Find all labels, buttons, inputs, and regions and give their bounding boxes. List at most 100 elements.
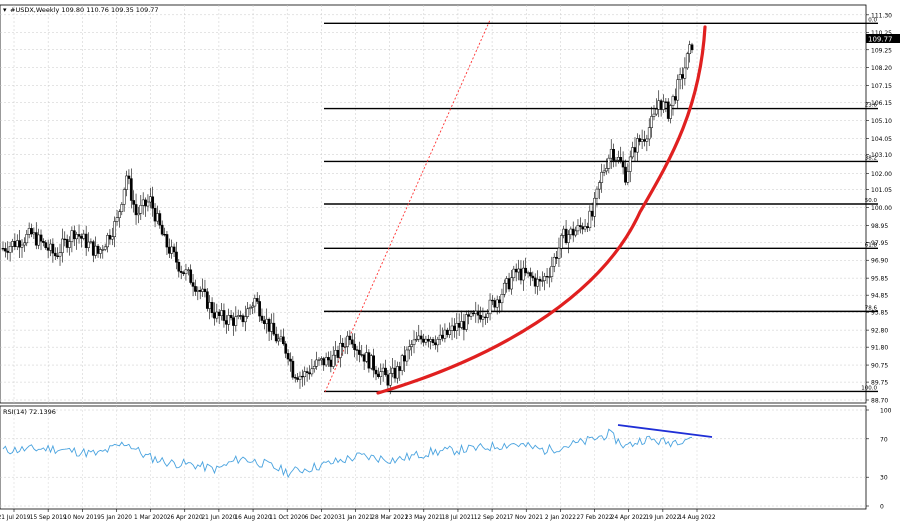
bull-candle bbox=[248, 307, 252, 310]
bull-candle bbox=[448, 330, 452, 335]
bear-candle bbox=[272, 322, 276, 335]
fib-level-label: 61.8 bbox=[865, 242, 878, 248]
bull-candle bbox=[115, 217, 119, 222]
date-tick-label: 19 Jun 2022 bbox=[645, 515, 680, 521]
bear-candle bbox=[664, 101, 668, 103]
bull-candle bbox=[317, 359, 321, 361]
fib-level-label: 50.0 bbox=[865, 198, 878, 204]
bull-candle bbox=[236, 315, 240, 317]
bear-candle bbox=[229, 315, 233, 319]
bull-candle bbox=[113, 221, 117, 237]
price-tick-label: 91.80 bbox=[871, 345, 888, 352]
date-tick-label: 6 Dec 2020 bbox=[305, 515, 339, 521]
bull-candle bbox=[251, 305, 254, 308]
bull-candle bbox=[49, 243, 52, 251]
candlestick-series bbox=[1, 40, 694, 395]
bull-candle bbox=[645, 138, 649, 142]
bull-candle bbox=[602, 170, 606, 173]
bull-candle bbox=[557, 247, 561, 259]
date-tick-label: 28 Mar 2021 bbox=[371, 515, 408, 521]
bull-candle bbox=[27, 228, 31, 235]
bull-candle bbox=[676, 79, 680, 101]
bear-candle bbox=[284, 343, 288, 354]
bull-candle bbox=[32, 232, 36, 235]
bear-candle bbox=[172, 246, 176, 253]
bull-candle bbox=[593, 197, 596, 217]
bear-candle bbox=[127, 175, 131, 179]
bear-candle bbox=[329, 359, 333, 367]
bull-candle bbox=[11, 241, 14, 247]
bull-candle bbox=[424, 338, 428, 343]
date-tick-label: 26 Apr 2020 bbox=[167, 515, 203, 521]
bull-candle bbox=[671, 96, 675, 106]
fibonacci-retracement[interactable]: 0.0 23.6 38.2 50.0 61.8 78.6 100.0 bbox=[324, 17, 878, 393]
bear-candle bbox=[1, 248, 5, 250]
bull-candle bbox=[346, 335, 349, 347]
bull-candle bbox=[614, 159, 618, 162]
date-tick-label: 27 Feb 2022 bbox=[577, 515, 613, 521]
bear-candle bbox=[296, 377, 299, 380]
bear-candle bbox=[353, 343, 356, 350]
bull-candle bbox=[148, 196, 152, 203]
bull-candle bbox=[334, 349, 337, 356]
bear-candle bbox=[555, 256, 558, 259]
bear-candle bbox=[578, 225, 582, 227]
bear-candle bbox=[308, 372, 311, 375]
bull-candle bbox=[277, 338, 280, 342]
rsi-tick-label: 70 bbox=[880, 436, 888, 443]
bull-candle bbox=[412, 339, 416, 345]
bull-candle bbox=[243, 316, 247, 323]
bull-candle bbox=[208, 302, 212, 309]
bull-candle bbox=[253, 298, 257, 307]
bull-candle bbox=[396, 366, 399, 379]
bear-candle bbox=[77, 234, 81, 237]
bull-candle bbox=[597, 182, 601, 190]
bear-candle bbox=[282, 336, 285, 345]
bull-candle bbox=[227, 315, 231, 325]
parabolic-curve[interactable] bbox=[376, 25, 707, 395]
bull-candle bbox=[101, 249, 105, 251]
bull-candle bbox=[662, 101, 665, 110]
fib-level-label: 23.6 bbox=[865, 103, 878, 109]
bear-candle bbox=[191, 282, 195, 287]
bear-candle bbox=[476, 310, 480, 316]
bull-candle bbox=[650, 116, 653, 128]
bear-candle bbox=[659, 100, 663, 110]
bear-candle bbox=[182, 272, 185, 274]
bear-candle bbox=[638, 138, 642, 142]
bear-candle bbox=[42, 241, 45, 243]
bull-candle bbox=[391, 367, 394, 374]
price-axis: 111.30 110.25 109.25 108.20 107.15 106.15 105.… bbox=[866, 12, 892, 405]
bull-candle bbox=[184, 269, 188, 274]
bear-candle bbox=[129, 178, 133, 201]
bear-candle bbox=[372, 355, 375, 371]
bull-candle bbox=[540, 280, 544, 282]
bear-candle bbox=[165, 234, 169, 248]
bear-candle bbox=[72, 230, 76, 240]
bear-candle bbox=[84, 233, 88, 248]
price-tick-label: 109.25 bbox=[871, 47, 892, 54]
bull-candle bbox=[381, 367, 385, 373]
bear-candle bbox=[108, 235, 112, 240]
date-tick-label: 15 Sep 2019 bbox=[30, 515, 67, 521]
bear-candle bbox=[524, 267, 528, 274]
rsi-divergence-line[interactable] bbox=[617, 424, 713, 438]
bear-candle bbox=[479, 314, 482, 320]
bull-candle bbox=[636, 138, 639, 153]
bear-candle bbox=[457, 323, 461, 328]
bull-candle bbox=[683, 67, 687, 79]
price-tick-label: 110.25 bbox=[871, 30, 892, 37]
bull-candle bbox=[303, 371, 307, 378]
bear-candle bbox=[91, 241, 95, 256]
rsi-axis: 100 70 30 0 bbox=[866, 408, 892, 511]
date-tick-label: 24 Apr 2022 bbox=[611, 515, 647, 521]
bull-candle bbox=[89, 241, 93, 243]
bear-candle bbox=[624, 166, 627, 183]
bull-candle bbox=[517, 268, 520, 273]
bear-candle bbox=[158, 213, 162, 226]
bull-candle bbox=[15, 240, 19, 247]
bull-candle bbox=[510, 277, 513, 290]
bear-candle bbox=[422, 338, 425, 343]
bull-candle bbox=[640, 139, 644, 142]
bear-candle bbox=[619, 157, 623, 162]
